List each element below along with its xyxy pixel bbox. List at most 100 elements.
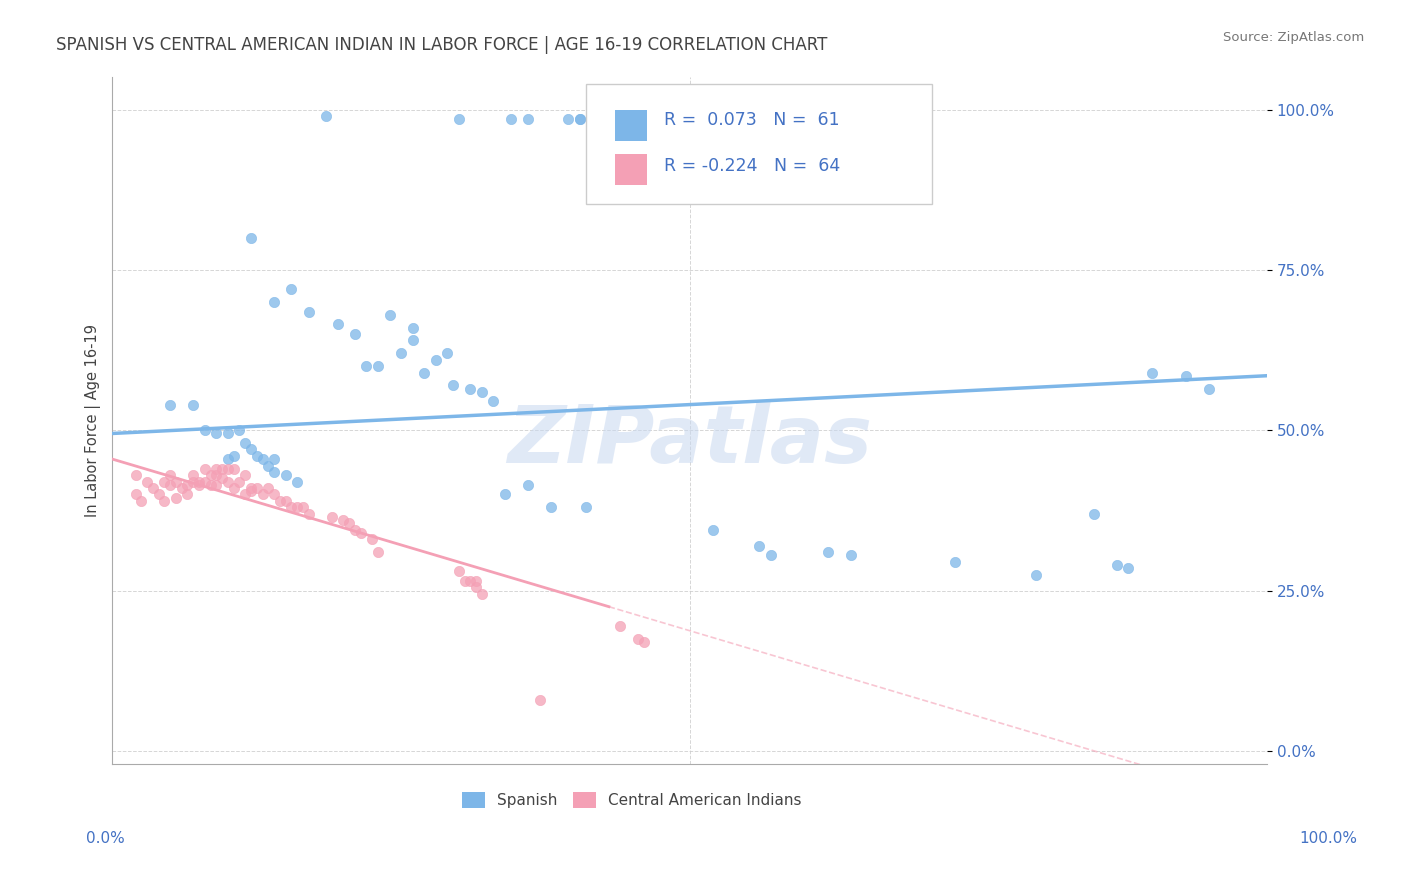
Point xyxy=(1198,382,1220,396)
Point xyxy=(356,359,378,373)
Point xyxy=(321,509,343,524)
Point xyxy=(222,461,245,475)
Point xyxy=(702,523,724,537)
Point xyxy=(252,487,274,501)
Text: SPANISH VS CENTRAL AMERICAN INDIAN IN LABOR FORCE | AGE 16-19 CORRELATION CHART: SPANISH VS CENTRAL AMERICAN INDIAN IN LA… xyxy=(56,36,828,54)
Point xyxy=(170,481,193,495)
Point xyxy=(233,487,256,501)
Point xyxy=(817,545,839,559)
Text: R = -0.224   N =  64: R = -0.224 N = 64 xyxy=(664,158,841,176)
Point xyxy=(217,475,239,489)
Point xyxy=(494,487,516,501)
Point xyxy=(1105,558,1128,572)
Point xyxy=(153,475,176,489)
Text: R =  0.073   N =  61: R = 0.073 N = 61 xyxy=(664,112,839,129)
Point xyxy=(1140,366,1163,380)
Point xyxy=(332,513,354,527)
Point xyxy=(188,475,211,489)
Point xyxy=(557,112,579,127)
Point xyxy=(436,346,458,360)
Point xyxy=(378,308,401,322)
Point xyxy=(211,471,233,485)
Point xyxy=(401,334,423,348)
Legend: Spanish, Central American Indians: Spanish, Central American Indians xyxy=(456,787,808,814)
Point xyxy=(194,475,217,489)
Point xyxy=(159,468,181,483)
Point xyxy=(569,112,592,127)
Point xyxy=(159,477,181,491)
Point xyxy=(263,465,285,479)
Point xyxy=(569,112,592,127)
Point xyxy=(222,449,245,463)
Point xyxy=(176,477,198,491)
Point xyxy=(1175,368,1198,383)
Point xyxy=(401,320,423,334)
Point xyxy=(343,326,366,341)
Point xyxy=(124,487,146,501)
Point xyxy=(194,423,217,437)
Point xyxy=(246,449,269,463)
Point xyxy=(263,487,285,501)
Point xyxy=(315,109,337,123)
Point xyxy=(748,539,770,553)
Point xyxy=(159,398,181,412)
Point xyxy=(211,461,233,475)
Point xyxy=(413,366,436,380)
Point xyxy=(205,461,228,475)
Point xyxy=(205,477,228,491)
Point xyxy=(217,452,239,467)
Point xyxy=(350,525,373,540)
Point xyxy=(194,461,217,475)
Point xyxy=(233,436,256,450)
Point xyxy=(200,468,222,483)
Point xyxy=(129,493,152,508)
Point xyxy=(188,477,211,491)
Point xyxy=(217,426,239,441)
Point xyxy=(233,468,256,483)
Point xyxy=(257,458,280,473)
Point xyxy=(148,487,170,501)
Point xyxy=(465,581,488,595)
Point xyxy=(1118,561,1140,575)
Point xyxy=(124,468,146,483)
Point xyxy=(291,500,314,515)
Point xyxy=(228,475,250,489)
Point xyxy=(367,545,389,559)
Point xyxy=(181,475,204,489)
Point xyxy=(389,346,412,360)
Point xyxy=(205,426,228,441)
Point xyxy=(529,692,551,706)
Point xyxy=(153,493,176,508)
Point xyxy=(274,493,297,508)
Point xyxy=(165,491,187,505)
Text: 100.0%: 100.0% xyxy=(1299,831,1358,846)
Point xyxy=(263,295,285,310)
Point xyxy=(252,452,274,467)
Point xyxy=(181,398,204,412)
Point xyxy=(222,481,245,495)
Point xyxy=(269,493,291,508)
Point xyxy=(337,516,360,531)
Point xyxy=(343,523,366,537)
Point xyxy=(441,378,464,392)
Point xyxy=(176,487,198,501)
Point xyxy=(239,481,262,495)
FancyBboxPatch shape xyxy=(614,111,647,141)
Point xyxy=(205,468,228,483)
Point xyxy=(1025,567,1047,582)
Point xyxy=(447,565,470,579)
Point xyxy=(759,549,782,563)
Point xyxy=(471,384,494,399)
Point xyxy=(465,574,488,588)
Point xyxy=(228,423,250,437)
Point xyxy=(943,555,966,569)
Point xyxy=(257,481,280,495)
Point xyxy=(298,304,321,318)
Point xyxy=(609,619,631,633)
Point xyxy=(447,112,470,127)
FancyBboxPatch shape xyxy=(586,85,932,204)
Point xyxy=(285,475,308,489)
Point xyxy=(482,394,505,409)
Point xyxy=(517,477,540,491)
Point xyxy=(471,587,494,601)
